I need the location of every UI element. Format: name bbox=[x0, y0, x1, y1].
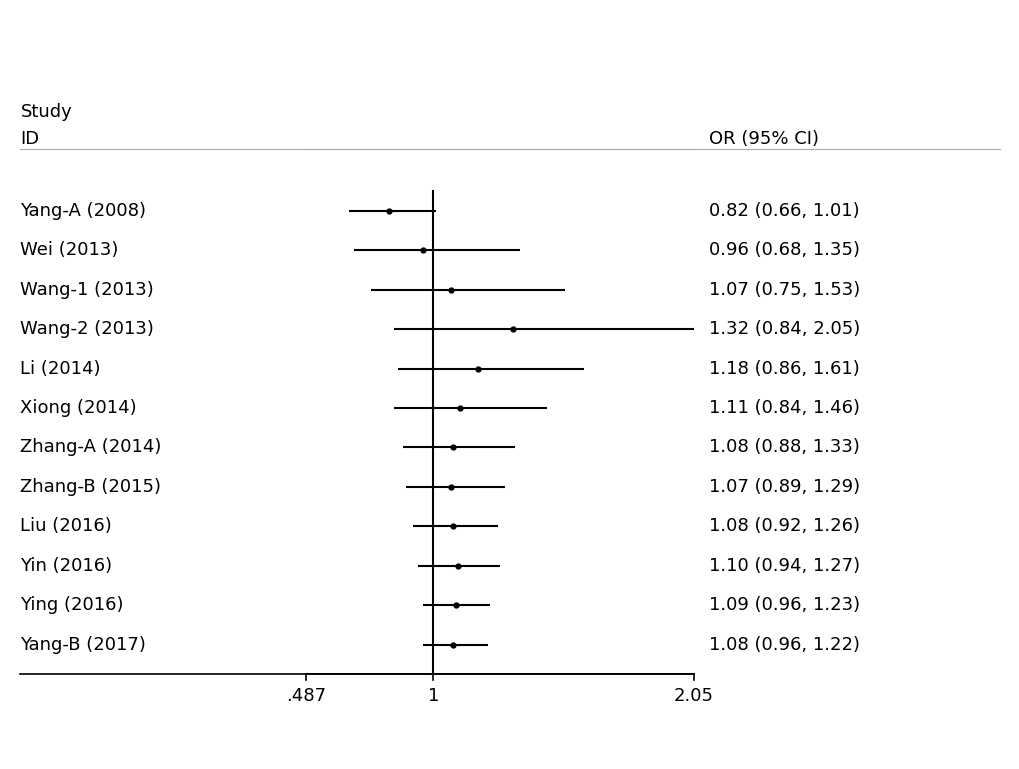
Text: 2.05: 2.05 bbox=[673, 687, 713, 705]
Text: Ying (2016): Ying (2016) bbox=[20, 596, 123, 614]
Text: Study: Study bbox=[20, 103, 72, 121]
Text: Yang-B (2017): Yang-B (2017) bbox=[20, 636, 146, 654]
Text: Zhang-B (2015): Zhang-B (2015) bbox=[20, 478, 161, 496]
Text: 1: 1 bbox=[427, 687, 438, 705]
Text: 0.82 (0.66, 1.01): 0.82 (0.66, 1.01) bbox=[708, 201, 859, 220]
Text: ID: ID bbox=[20, 130, 40, 148]
Text: Yin (2016): Yin (2016) bbox=[20, 557, 112, 574]
Text: Wang-2 (2013): Wang-2 (2013) bbox=[20, 320, 154, 338]
Text: 1.32 (0.84, 2.05): 1.32 (0.84, 2.05) bbox=[708, 320, 859, 338]
Text: 1.07 (0.75, 1.53): 1.07 (0.75, 1.53) bbox=[708, 281, 859, 298]
Text: Xiong (2014): Xiong (2014) bbox=[20, 399, 137, 417]
Text: 0.96 (0.68, 1.35): 0.96 (0.68, 1.35) bbox=[708, 241, 859, 259]
Text: 1.08 (0.96, 1.22): 1.08 (0.96, 1.22) bbox=[708, 636, 859, 654]
Text: Wang-1 (2013): Wang-1 (2013) bbox=[20, 281, 154, 298]
Text: .487: .487 bbox=[285, 687, 326, 705]
Text: 1.18 (0.86, 1.61): 1.18 (0.86, 1.61) bbox=[708, 360, 859, 378]
Text: 1.08 (0.88, 1.33): 1.08 (0.88, 1.33) bbox=[708, 438, 859, 457]
Text: Li (2014): Li (2014) bbox=[20, 360, 101, 378]
Text: Yang-A (2008): Yang-A (2008) bbox=[20, 201, 147, 220]
Text: 1.08 (0.92, 1.26): 1.08 (0.92, 1.26) bbox=[708, 518, 859, 535]
Text: Zhang-A (2014): Zhang-A (2014) bbox=[20, 438, 162, 457]
Text: 1.10 (0.94, 1.27): 1.10 (0.94, 1.27) bbox=[708, 557, 859, 574]
Text: Liu (2016): Liu (2016) bbox=[20, 518, 112, 535]
Text: 1.09 (0.96, 1.23): 1.09 (0.96, 1.23) bbox=[708, 596, 859, 614]
Text: 1.07 (0.89, 1.29): 1.07 (0.89, 1.29) bbox=[708, 478, 859, 496]
Text: 1.11 (0.84, 1.46): 1.11 (0.84, 1.46) bbox=[708, 399, 859, 417]
Text: Wei (2013): Wei (2013) bbox=[20, 241, 118, 259]
Text: OR (95% CI): OR (95% CI) bbox=[708, 130, 818, 148]
